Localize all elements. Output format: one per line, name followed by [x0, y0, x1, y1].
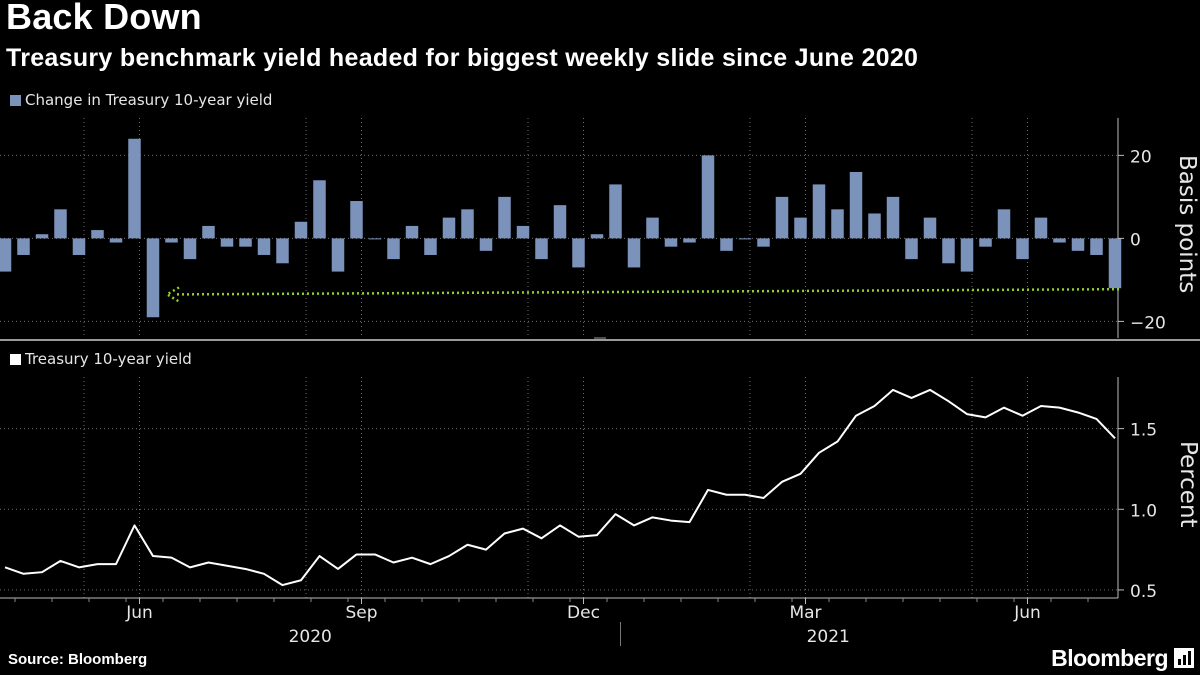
weekly-change-bar: [1090, 238, 1103, 255]
x-year-label: 2021: [807, 627, 850, 647]
bar-axis-title: Basis points: [1174, 155, 1200, 294]
weekly-change-bar: [257, 238, 271, 255]
line-axis-title: Percent: [1175, 441, 1200, 528]
line-legend: Treasury 10-year yield: [10, 350, 192, 368]
weekly-change-bar: [701, 155, 715, 239]
weekly-change-bar: [812, 184, 826, 239]
weekly-change-bar: [498, 196, 511, 239]
chart-headline: Back Down: [6, 0, 202, 37]
weekly-change-bar: [17, 238, 30, 255]
weekly-change-bar: [1034, 217, 1048, 239]
weekly-change-bar: [387, 238, 400, 260]
weekly-change-bar: [868, 213, 881, 239]
weekly-change-bar: [1053, 238, 1066, 243]
weekly-change-bar: [923, 217, 937, 239]
x-month-label: Dec: [567, 603, 600, 623]
weekly-change-bar: [165, 238, 178, 243]
weekly-change-bar: [849, 171, 863, 239]
weekly-change-bar: [1108, 238, 1122, 289]
bar-legend-swatch: [10, 94, 21, 106]
weekly-change-bar: [979, 238, 992, 247]
weekly-change-bar: [757, 238, 770, 247]
weekly-change-bar: [1016, 238, 1029, 260]
bottom-y-tick-label: 1.5: [1130, 421, 1157, 441]
yield-line: [4, 388, 1116, 587]
line-series: [4, 388, 1116, 587]
weekly-change-bar: [202, 225, 215, 239]
weekly-change-bar: [368, 238, 382, 240]
weekly-change-bar: [627, 238, 641, 268]
bar-series: [0, 138, 1122, 318]
weekly-change-bar: [960, 238, 974, 272]
weekly-change-bar: [461, 209, 474, 239]
x-year-label: 2020: [289, 627, 332, 647]
annotation-layer: [164, 286, 1120, 303]
weekly-change-bar: [535, 238, 548, 260]
line-legend-swatch: [10, 353, 21, 365]
weekly-change-bar: [54, 209, 67, 239]
weekly-change-bar: [479, 238, 493, 251]
weekly-change-bar: [646, 217, 659, 239]
weekly-change-bar: [572, 238, 585, 268]
weekly-change-bar: [905, 238, 918, 260]
weekly-change-bar: [738, 238, 752, 240]
weekly-change-bar: [664, 238, 678, 247]
weekly-change-bar: [128, 138, 141, 239]
weekly-change-bar: [997, 209, 1011, 239]
chart-subtitle: Treasury benchmark yield headed for bigg…: [6, 44, 919, 72]
line-legend-label: Treasury 10-year yield: [25, 350, 192, 368]
weekly-change-bar: [35, 234, 49, 239]
bottom-y-tick-label: 0.5: [1130, 582, 1157, 602]
bar-legend: Change in Treasury 10-year yield: [10, 91, 272, 109]
weekly-change-bar: [72, 238, 86, 255]
weekly-change-bar: [331, 238, 345, 272]
weekly-change-bar: [516, 225, 530, 239]
weekly-change-bar: [942, 238, 955, 264]
weekly-change-bar: [442, 217, 456, 239]
weekly-change-bar: [553, 205, 567, 239]
weekly-change-bar: [405, 225, 419, 239]
weekly-change-bar: [775, 196, 789, 239]
weekly-change-bar: [683, 238, 696, 243]
weekly-change-bar: [609, 184, 622, 239]
top-y-tick-label: 0: [1130, 230, 1141, 250]
grid-layer: [0, 118, 1200, 598]
weekly-change-bar: [146, 238, 160, 318]
weekly-change-bar: [794, 217, 807, 239]
weekly-change-bar: [276, 238, 289, 264]
brand-logo-text: Bloomberg: [1051, 645, 1168, 671]
top-y-tick-label: −20: [1130, 313, 1166, 333]
bottom-y-tick-label: 1.0: [1130, 501, 1157, 521]
x-month-label: Mar: [789, 603, 821, 623]
weekly-change-bar: [109, 238, 123, 243]
weekly-change-bar: [294, 221, 308, 239]
weekly-change-bar: [720, 238, 733, 251]
weekly-change-bar: [313, 180, 326, 239]
tick-layer: 20 0 −20 1.5 1.0 0.5 Jun Sep Dec Mar Jun 2020 2021: [0, 147, 1166, 647]
x-month-label: Jun: [1013, 603, 1041, 623]
weekly-change-bar: [590, 234, 604, 239]
weekly-change-bar: [183, 238, 197, 260]
weekly-change-bar: [91, 230, 104, 239]
weekly-change-bar: [424, 238, 437, 255]
bar-legend-label: Change in Treasury 10-year yield: [25, 91, 273, 109]
weekly-change-bar: [220, 238, 234, 247]
top-y-tick-label: 20: [1130, 147, 1152, 167]
weekly-change-bar: [350, 201, 363, 239]
x-month-label: Sep: [345, 603, 377, 623]
weekly-change-bar: [239, 238, 252, 247]
weekly-change-bar: [1071, 238, 1085, 251]
x-month-label: Jun: [125, 603, 153, 623]
annotation-arrow-line: [174, 287, 1120, 296]
bloomberg-logo-icon: [1174, 648, 1194, 668]
source-note: Source: Bloomberg: [8, 651, 148, 668]
weekly-change-bar: [831, 209, 844, 239]
weekly-change-bar: [0, 238, 12, 272]
weekly-change-bar: [886, 196, 900, 239]
